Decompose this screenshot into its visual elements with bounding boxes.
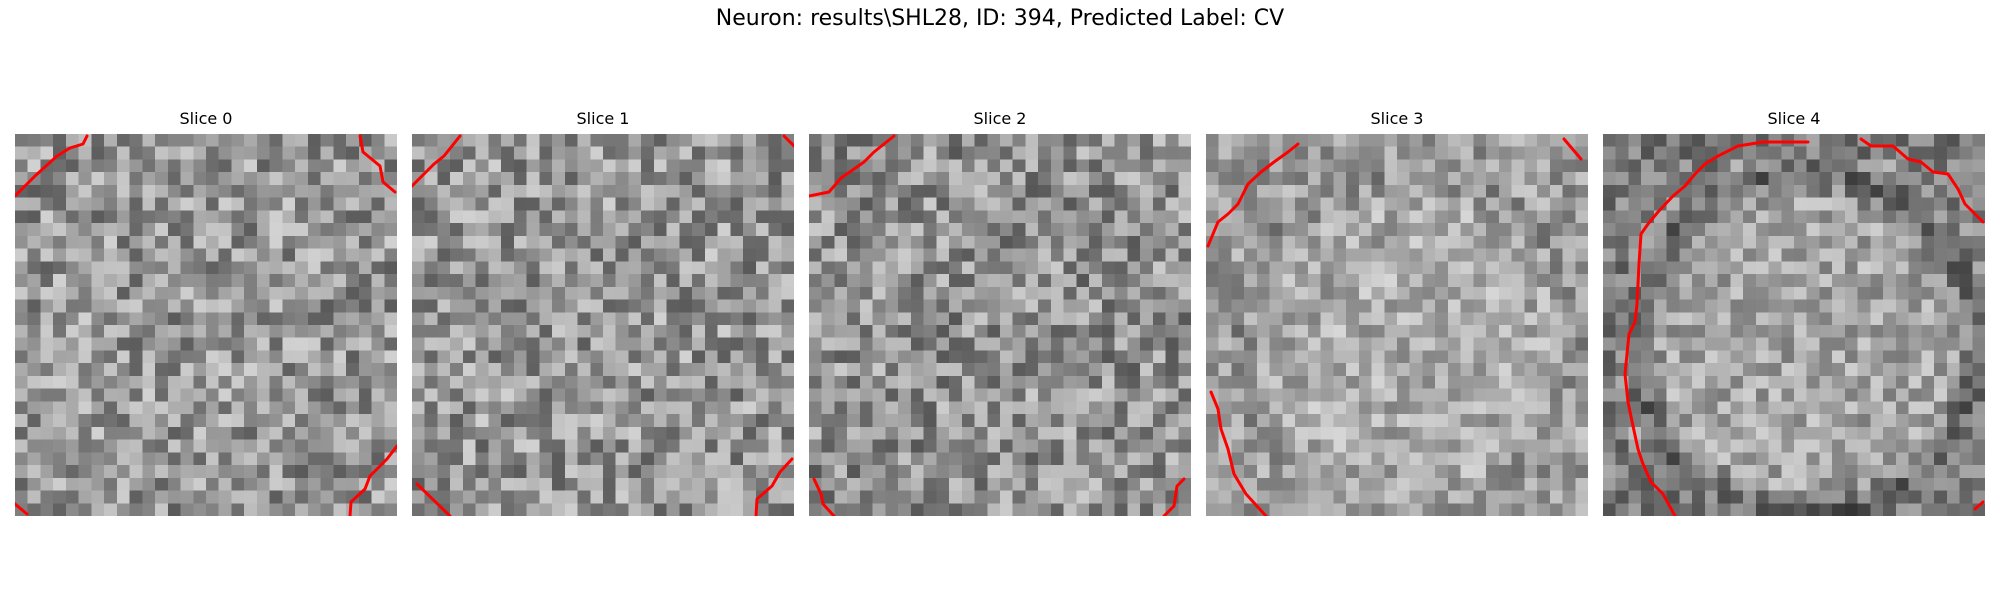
slice-image-3 (1206, 134, 1588, 516)
roi-contour (15, 134, 89, 198)
slice-pixels (412, 134, 794, 516)
roi-contour (1859, 137, 1985, 224)
slice-panel-1: Slice 1 (412, 108, 794, 516)
slice-panel-3: Slice 3 (1206, 108, 1588, 516)
roi-contour (1162, 477, 1186, 516)
slice-image-2 (809, 134, 1191, 516)
slice-pixels (1206, 134, 1588, 516)
roi-contour-overlay (1206, 137, 1583, 516)
roi-contour (1206, 142, 1300, 248)
figure-title: Neuron: results\SHL28, ID: 394, Predicte… (715, 6, 1285, 31)
roi-contour (754, 457, 794, 516)
roi-contour (412, 134, 462, 188)
slice-title: Slice 0 (179, 109, 233, 128)
roi-contour (415, 482, 452, 516)
slice-panel-2: Slice 2 (809, 108, 1191, 516)
slice-title: Slice 4 (1767, 109, 1821, 128)
slice-image-0 (15, 134, 397, 516)
slice-panel-0: Slice 0 (15, 108, 397, 516)
roi-contour (1623, 140, 1810, 516)
slice-pixels (15, 134, 397, 516)
roi-contour (782, 134, 794, 148)
roi-contour (1209, 390, 1268, 516)
slice-image-4 (1603, 134, 1985, 516)
slice-pixels (809, 134, 1191, 516)
roi-contour (358, 134, 397, 194)
slice-panel-4: Slice 4 (1603, 108, 1985, 516)
roi-contour-overlay (412, 134, 794, 516)
slice-title: Slice 3 (1370, 109, 1424, 128)
roi-contour (812, 477, 836, 516)
roi-contour (1562, 137, 1583, 161)
slice-title: Slice 2 (973, 109, 1027, 128)
slice-title: Slice 1 (576, 109, 630, 128)
roi-contour (15, 502, 29, 516)
roi-contour (348, 444, 397, 516)
roi-contour-overlay (809, 134, 1186, 516)
slice-image-1 (412, 134, 794, 516)
roi-contour-overlay (1623, 137, 1985, 516)
roi-contour (1973, 500, 1985, 511)
roi-contour (809, 134, 896, 198)
slice-pixels (1603, 134, 1985, 516)
roi-contour-overlay (15, 134, 397, 516)
